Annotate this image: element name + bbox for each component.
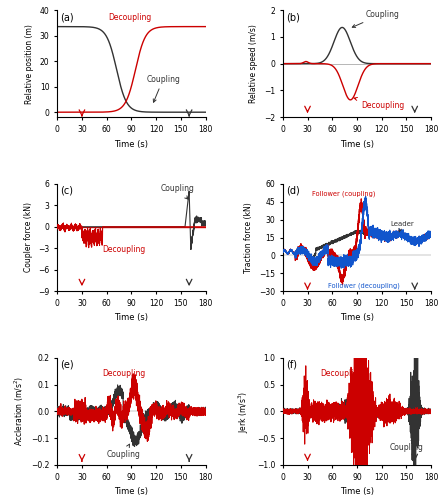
Y-axis label: Relative position (m): Relative position (m): [25, 24, 34, 103]
X-axis label: Time (s): Time (s): [114, 140, 148, 148]
Text: (b): (b): [286, 12, 300, 22]
X-axis label: Time (s): Time (s): [340, 140, 374, 148]
Y-axis label: Traction force (kN): Traction force (kN): [245, 202, 253, 273]
Text: (a): (a): [60, 12, 74, 22]
Y-axis label: Jerk (m/s$^3$): Jerk (m/s$^3$): [237, 390, 251, 432]
Text: (f): (f): [286, 360, 297, 370]
Text: Coupling: Coupling: [146, 74, 180, 102]
Y-axis label: Accleration (m/s$^2$): Accleration (m/s$^2$): [12, 376, 26, 446]
Text: (c): (c): [60, 186, 73, 196]
Text: Leader: Leader: [390, 220, 414, 232]
Text: Decoupling: Decoupling: [320, 370, 363, 378]
Text: Follower (decoupling): Follower (decoupling): [328, 282, 400, 289]
Text: Coupling: Coupling: [106, 444, 140, 459]
Text: Decoupling: Decoupling: [103, 370, 146, 378]
Text: (e): (e): [60, 360, 74, 370]
X-axis label: Time (s): Time (s): [340, 487, 374, 496]
Text: Coupling: Coupling: [390, 439, 424, 452]
Text: Decoupling: Decoupling: [354, 98, 404, 110]
Text: Coupling: Coupling: [160, 184, 194, 199]
Text: Decoupling: Decoupling: [92, 240, 146, 254]
Text: Coupling: Coupling: [352, 10, 399, 28]
Text: Follower (coupling): Follower (coupling): [312, 191, 375, 198]
Text: Decoupling: Decoupling: [108, 13, 151, 22]
X-axis label: Time (s): Time (s): [340, 314, 374, 322]
Y-axis label: Relative speed (m/s): Relative speed (m/s): [249, 24, 258, 103]
Y-axis label: Coupler force (kN): Coupler force (kN): [24, 202, 33, 272]
X-axis label: Time (s): Time (s): [114, 314, 148, 322]
Text: (d): (d): [286, 186, 300, 196]
X-axis label: Time (s): Time (s): [114, 487, 148, 496]
